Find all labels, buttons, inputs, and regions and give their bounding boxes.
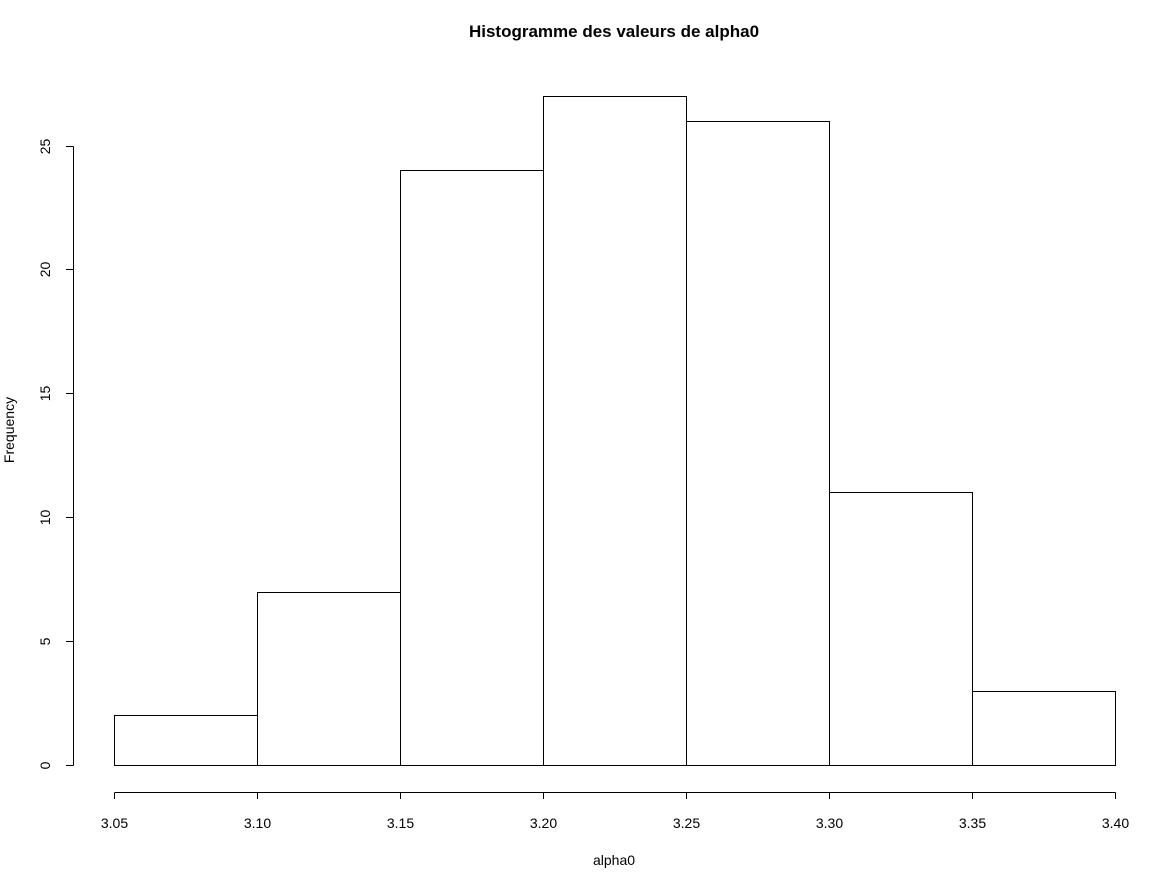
chart-title: Histogramme des valeurs de alpha0 bbox=[469, 22, 759, 41]
y-axis: 0 5 10 15 20 25 bbox=[37, 139, 74, 769]
x-tick-label-3.30: 3.30 bbox=[816, 815, 843, 831]
x-axis-label: alpha0 bbox=[593, 852, 635, 868]
histogram-bar-4 bbox=[543, 96, 687, 766]
histogram-bar-2 bbox=[257, 592, 401, 766]
x-tick-label-3.10: 3.10 bbox=[244, 815, 271, 831]
histogram-bar-3 bbox=[400, 170, 544, 766]
x-tick-label-3.20: 3.20 bbox=[530, 815, 557, 831]
x-axis: 3.05 3.10 3.15 3.20 3.25 3.30 3.35 3.40 bbox=[101, 792, 1129, 831]
y-axis-label: Frequency bbox=[1, 397, 17, 463]
bars-group bbox=[114, 96, 1116, 766]
y-tick-label-20: 20 bbox=[37, 262, 53, 278]
x-tick-label-3.15: 3.15 bbox=[387, 815, 414, 831]
x-tick-label-3.40: 3.40 bbox=[1102, 815, 1129, 831]
x-tick-label-3.05: 3.05 bbox=[101, 815, 128, 831]
y-tick-label-5: 5 bbox=[37, 637, 53, 645]
histogram-bar-7 bbox=[972, 691, 1116, 766]
y-tick-label-10: 10 bbox=[37, 510, 53, 526]
histogram-bar-6 bbox=[829, 492, 973, 766]
x-tick-label-3.35: 3.35 bbox=[959, 815, 986, 831]
y-tick-label-0: 0 bbox=[37, 761, 53, 769]
x-tick-label-3.25: 3.25 bbox=[673, 815, 700, 831]
histogram-bar-1 bbox=[114, 715, 258, 766]
y-tick-label-15: 15 bbox=[37, 386, 53, 402]
y-tick-label-25: 25 bbox=[37, 139, 53, 155]
histogram-bar-5 bbox=[686, 121, 830, 766]
